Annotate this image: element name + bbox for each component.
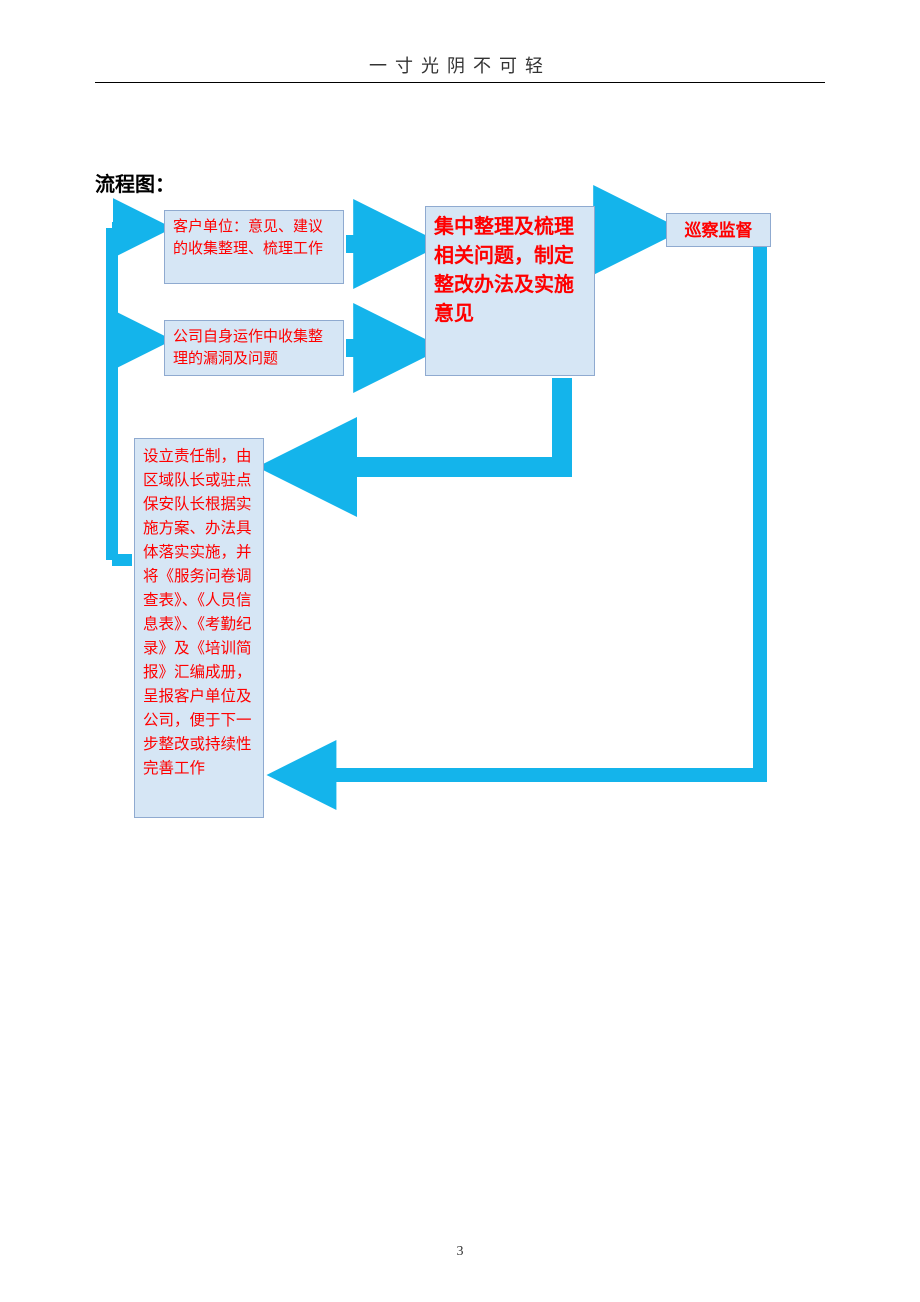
node-internal-issues-text: 公司自身运作中收集整理的漏洞及问题: [173, 329, 323, 367]
node-consolidate-text: 集中整理及梳理相关问题，制定整改办法及实施意见: [434, 216, 574, 325]
node-responsibility-text: 设立责任制，由区域队长或驻点保安队长根据实施方案、办法具体落实实施，并将《服务问…: [143, 448, 252, 777]
node-customer-feedback: 客户单位：意见、建议的收集整理、梳理工作: [164, 210, 344, 284]
node-supervise-text: 巡察监督: [685, 221, 753, 240]
page-number: 3: [0, 1244, 920, 1260]
node-customer-feedback-text: 客户单位：意见、建议的收集整理、梳理工作: [173, 219, 323, 257]
node-consolidate: 集中整理及梳理相关问题，制定整改办法及实施意见: [425, 206, 595, 376]
edge-n3-n5: [285, 378, 562, 467]
node-supervise: 巡察监督: [666, 213, 771, 247]
node-responsibility: 设立责任制，由区域队长或驻点保安队长根据实施方案、办法具体落实实施，并将《服务问…: [134, 438, 264, 818]
node-internal-issues: 公司自身运作中收集整理的漏洞及问题: [164, 320, 344, 376]
flowchart-canvas: 客户单位：意见、建议的收集整理、梳理工作 公司自身运作中收集整理的漏洞及问题 集…: [0, 0, 920, 1302]
